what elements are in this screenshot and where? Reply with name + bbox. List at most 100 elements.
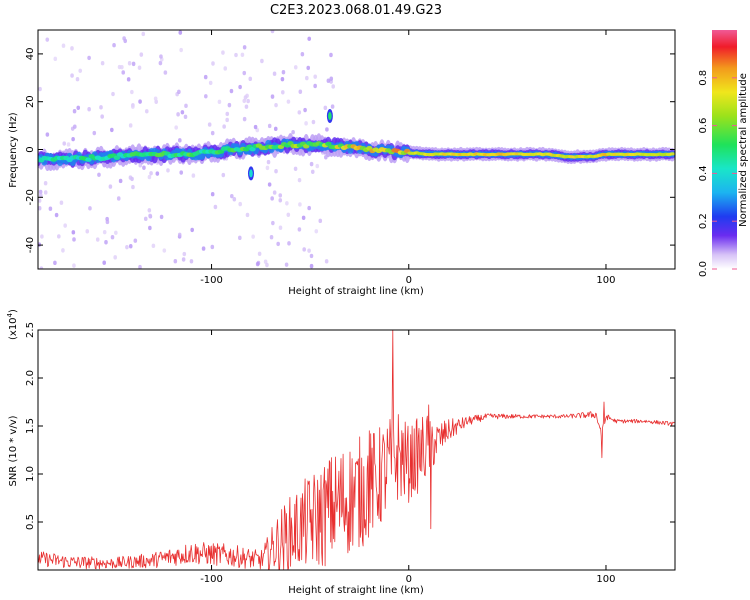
spectrogram-speckle [223, 66, 228, 71]
spectrogram-speckle [122, 36, 126, 41]
spectrogram-speckle [242, 70, 247, 76]
spectrogram-speckle [70, 73, 74, 78]
spectrogram-speckle [240, 52, 245, 57]
spectrogram-speckle [297, 110, 302, 115]
spectrogram-speckle [163, 70, 168, 75]
spectrogram-speckle [155, 171, 160, 176]
spectrogram-speckle [62, 141, 67, 146]
spectrogram-speckle [151, 243, 156, 249]
spectrogram-speckle [269, 235, 274, 240]
spectrogram-xtick-label: 0 [406, 275, 412, 286]
spectrogram-speckle [244, 104, 249, 109]
spectrogram-speckle [310, 169, 315, 175]
spectrogram-speckle [293, 65, 298, 70]
spectrogram-speckle [285, 201, 289, 206]
spectrogram-speckle [138, 163, 143, 168]
spectrogram-speckle [130, 89, 134, 95]
spectrogram-speckle [273, 126, 278, 132]
spectrogram-speckle [97, 172, 101, 178]
spectrogram-speckle [245, 212, 250, 218]
spectrogram-speckle [318, 218, 323, 224]
spectrogram-speckle [95, 237, 100, 242]
spectrogram-speckle [61, 248, 65, 253]
spectrogram-speckle [281, 90, 285, 95]
spectrogram-speckle [190, 227, 194, 233]
spectrogram-speckle [280, 76, 285, 82]
spectrogram-speckle [112, 43, 116, 48]
spectrogram-panel: -100 0 100 -40 -20 0 20 40 Height of straight l… [8, 29, 676, 297]
spectrogram-speckle [201, 246, 206, 251]
spectrogram-speckle [128, 123, 133, 128]
spectrogram-speckle [110, 235, 115, 240]
spectrogram-speckle [66, 142, 71, 147]
snr-xlabel: Height of straight line (km) [288, 585, 424, 596]
spectrogram-speckle [232, 197, 237, 202]
colorbar-tick-label: 0.6 [698, 118, 709, 134]
spectrogram-speckle [138, 264, 142, 269]
spectrogram-speckle [242, 98, 247, 104]
spectrogram-speckle [38, 189, 43, 195]
spectrogram-speckle [260, 58, 264, 64]
spectrogram-speckle [38, 206, 42, 211]
spectrogram-speckle [72, 237, 76, 242]
spectrogram-speckle [271, 220, 275, 226]
spectrogram-speckle [300, 52, 305, 57]
spectrogram-speckle [265, 262, 269, 268]
spectrogram-speckle [315, 163, 320, 169]
spectrogram-speckle [270, 30, 275, 34]
spectrogram-speckle [110, 127, 114, 133]
spectrogram-speckle [102, 229, 107, 235]
spectrogram-cell [669, 152, 675, 156]
spectrogram-speckle [306, 65, 311, 71]
spectrogram-speckle [266, 159, 271, 165]
spectrogram-speckle [324, 259, 329, 264]
spectrogram-speckle [225, 111, 230, 117]
spectrogram-speckle [189, 259, 194, 264]
spectrogram-speckle [71, 230, 76, 235]
spectrogram-feature-core [328, 112, 332, 121]
spectrogram-speckle [191, 173, 196, 178]
spectrogram-speckle [63, 223, 67, 228]
spectrogram-cell [249, 146, 256, 152]
spectrogram-speckle [298, 202, 302, 207]
spectrogram-speckle [138, 99, 142, 104]
spectrogram-speckle [242, 45, 247, 50]
spectrogram-speckle [267, 123, 272, 129]
spectrogram-speckle [267, 182, 272, 187]
spectrogram-speckle [278, 225, 283, 230]
spectrogram-speckle [71, 136, 75, 142]
spectrogram-speckle [43, 180, 48, 186]
spectrogram-speckle [272, 190, 277, 195]
snr-ytick-label: 2.5 [25, 322, 36, 338]
spectrogram-speckle [229, 88, 234, 94]
snr-ytick-label: 2.0 [25, 370, 36, 386]
spectrogram-speckle [117, 64, 122, 70]
spectrogram-speckle [274, 102, 278, 108]
spectrogram-speckle [87, 106, 91, 112]
spectrogram-speckle [144, 109, 149, 114]
spectrogram-speckle [309, 161, 314, 167]
spectrogram-speckle [177, 89, 181, 95]
spectrogram-speckle [265, 165, 270, 171]
spectrogram-speckle [166, 168, 170, 173]
spectrogram-speckle [70, 46, 74, 51]
spectrogram-speckle [43, 190, 48, 195]
spectrogram-speckle [257, 251, 262, 256]
colorbar-tick-label: 0.8 [698, 70, 709, 86]
spectrogram-speckle [210, 244, 215, 250]
spectrogram-speckle [270, 196, 274, 201]
spectrogram-speckle [141, 31, 146, 37]
spectrogram-speckle [100, 60, 105, 66]
colorbar-ticks: 0.0 0.2 0.4 0.6 0.8 [698, 70, 737, 277]
spectrogram-speckle [297, 227, 302, 232]
spectrogram-speckle [45, 132, 50, 137]
snr-ytick-label: 1.5 [25, 418, 36, 434]
spectrogram-cell [303, 144, 310, 149]
colorbar-label: Normalized spectral amplitude [738, 73, 749, 227]
spectrogram-speckle [143, 216, 148, 222]
spectrogram-speckle [255, 261, 260, 267]
spectrogram-speckle [38, 193, 43, 198]
spectrogram-speckle [263, 259, 268, 264]
spectrogram-speckle [38, 198, 42, 203]
